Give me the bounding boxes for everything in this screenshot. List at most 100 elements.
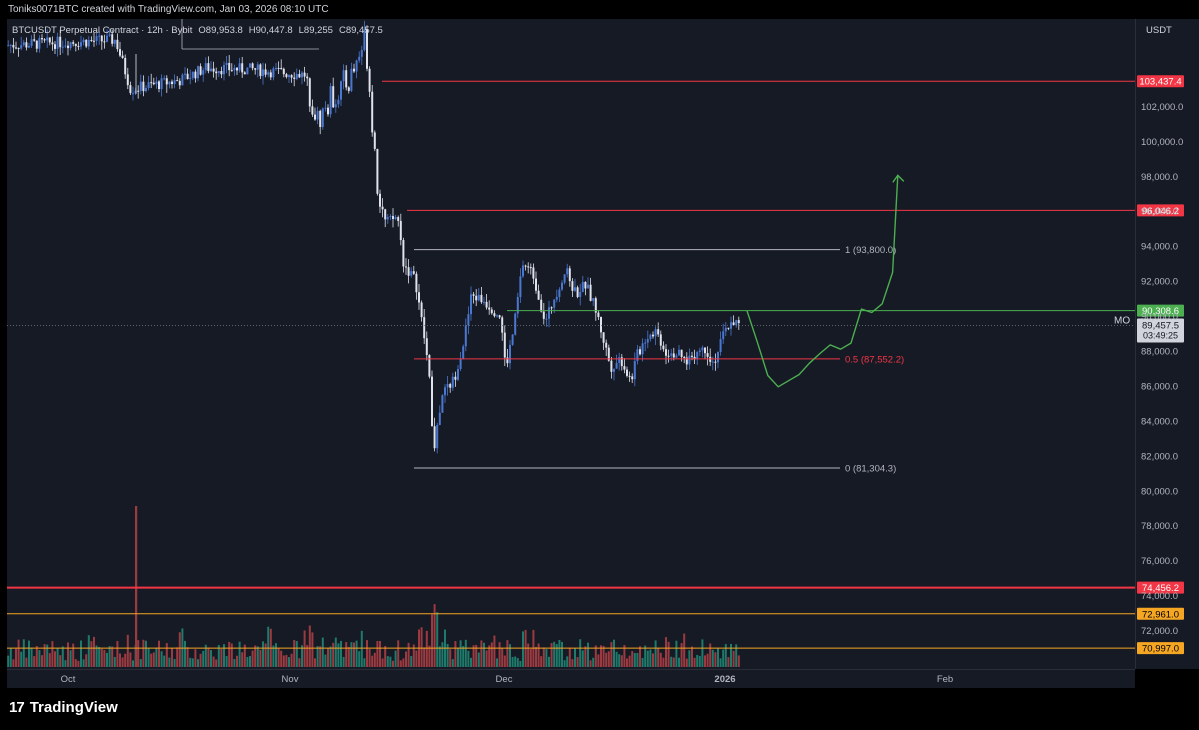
volume-bar bbox=[178, 632, 181, 667]
tradingview-logo[interactable]: 17 TradingView bbox=[9, 699, 118, 716]
chart-pane[interactable]: MO 1 (93,800.0) 0.5 (87,552.2) 0 (81,304.3) bbox=[7, 19, 1135, 669]
candle-body bbox=[108, 34, 111, 36]
volume-bar bbox=[121, 657, 124, 667]
volume-bar bbox=[636, 653, 639, 667]
volume-bar bbox=[295, 640, 298, 667]
volume-bar bbox=[267, 626, 270, 667]
volume-bar bbox=[20, 651, 23, 667]
time-axis-svg[interactable]: Oct Nov Dec 2026 Feb bbox=[7, 670, 1135, 688]
volume-bar bbox=[581, 650, 584, 667]
candle-body bbox=[535, 278, 537, 291]
candle-body bbox=[163, 78, 166, 80]
price-tick-label: 76,000.0 bbox=[1141, 556, 1178, 567]
projection-arrowhead bbox=[892, 174, 905, 183]
candle-body bbox=[654, 329, 657, 337]
volume-bar bbox=[605, 652, 608, 667]
volume-bar bbox=[623, 645, 626, 667]
volume-bar bbox=[654, 640, 657, 667]
candle-body bbox=[142, 81, 145, 92]
candle-body bbox=[277, 67, 280, 69]
volume-bar bbox=[475, 644, 478, 667]
candle-body bbox=[85, 39, 88, 47]
candle-body bbox=[311, 106, 314, 115]
last-price-tag-bg bbox=[1137, 318, 1184, 343]
candle-body bbox=[498, 315, 501, 318]
volume-bar bbox=[28, 640, 30, 667]
volume-bar bbox=[100, 648, 103, 667]
symbol-name[interactable]: BTCUSDT Perpetual Contract · 12h · Bybit bbox=[12, 25, 193, 36]
volume-bar bbox=[509, 644, 511, 667]
candle-body bbox=[724, 327, 727, 332]
volume-bar bbox=[280, 650, 283, 667]
candle-body bbox=[28, 45, 30, 48]
price-tick-label: 78,000.0 bbox=[1141, 521, 1178, 532]
volume-bar bbox=[95, 645, 98, 667]
volume-bar bbox=[626, 658, 628, 667]
candle-body bbox=[7, 45, 10, 47]
price-tick-label: 88,000.0 bbox=[1141, 346, 1178, 357]
candle-body bbox=[93, 40, 95, 42]
candle-body bbox=[485, 301, 488, 308]
volume-bar bbox=[540, 656, 543, 667]
candle-body bbox=[462, 346, 465, 360]
volume-bar bbox=[584, 646, 587, 667]
candle-body bbox=[709, 356, 712, 362]
volume-bar bbox=[225, 655, 228, 667]
volume-bar bbox=[69, 650, 72, 667]
price-axis-svg[interactable]: 103,437.4 96,046.2 90,308.6 74,456.2 72,961.… bbox=[1136, 19, 1199, 669]
candle-body bbox=[571, 281, 574, 291]
candle-body bbox=[566, 268, 569, 275]
candle-body bbox=[399, 220, 402, 241]
volume-bar bbox=[594, 645, 597, 667]
time-axis[interactable]: Oct Nov Dec 2026 Feb bbox=[7, 669, 1135, 688]
level-tag-label: 74,456.2 bbox=[1142, 583, 1179, 594]
candle-body bbox=[477, 294, 480, 301]
candle-body bbox=[737, 320, 740, 324]
candle-body bbox=[347, 87, 350, 91]
symbol-legend[interactable]: BTCUSDT Perpetual Contract · 12h · Bybit… bbox=[12, 25, 383, 36]
level-tag-bg bbox=[1137, 75, 1184, 88]
candle-body bbox=[602, 332, 605, 343]
candle-body bbox=[493, 313, 496, 317]
price-chart[interactable]: MO 1 (93,800.0) 0.5 (87,552.2) 0 (81,304.3) bbox=[7, 19, 1135, 669]
candle-body bbox=[555, 296, 558, 300]
candle-body bbox=[121, 55, 124, 58]
volume-bar bbox=[550, 643, 553, 667]
candle-body bbox=[407, 267, 410, 276]
volume-bar bbox=[711, 649, 714, 667]
volume-bar bbox=[615, 651, 618, 667]
price-axis[interactable]: 103,437.4 96,046.2 90,308.6 74,456.2 72,961.… bbox=[1135, 19, 1199, 669]
volume-bar bbox=[241, 652, 244, 667]
candle-body bbox=[646, 339, 649, 343]
candle-body bbox=[579, 292, 582, 297]
candle-body bbox=[675, 355, 678, 358]
candle-body bbox=[631, 376, 634, 380]
candle-body bbox=[158, 81, 160, 89]
volume-bar bbox=[9, 648, 12, 667]
volume-bar bbox=[345, 642, 348, 667]
volume-bar bbox=[129, 652, 132, 667]
volume-bar bbox=[191, 658, 194, 667]
volume-bar bbox=[135, 506, 138, 667]
candle-body bbox=[41, 38, 43, 40]
volume-bar bbox=[197, 659, 199, 667]
volume-bar bbox=[672, 657, 675, 667]
candle-body bbox=[436, 424, 439, 449]
candle-body bbox=[511, 334, 514, 345]
volume-bar bbox=[576, 657, 579, 667]
volume-bar bbox=[163, 655, 166, 667]
volume-bar bbox=[56, 648, 59, 667]
candle-body bbox=[30, 39, 33, 46]
volume-bar bbox=[680, 643, 683, 667]
candle-body bbox=[137, 90, 140, 92]
candle-body bbox=[17, 47, 20, 49]
candle-body bbox=[366, 29, 368, 69]
volume-bar bbox=[477, 652, 480, 667]
price-tick-label: 92,000.0 bbox=[1141, 277, 1178, 288]
price-tick-label: 86,000.0 bbox=[1141, 381, 1178, 392]
candle-body bbox=[420, 302, 423, 318]
volume-bar bbox=[397, 640, 400, 667]
candle-body bbox=[72, 42, 75, 44]
candle-body bbox=[345, 70, 348, 88]
volume-bar bbox=[558, 639, 561, 667]
